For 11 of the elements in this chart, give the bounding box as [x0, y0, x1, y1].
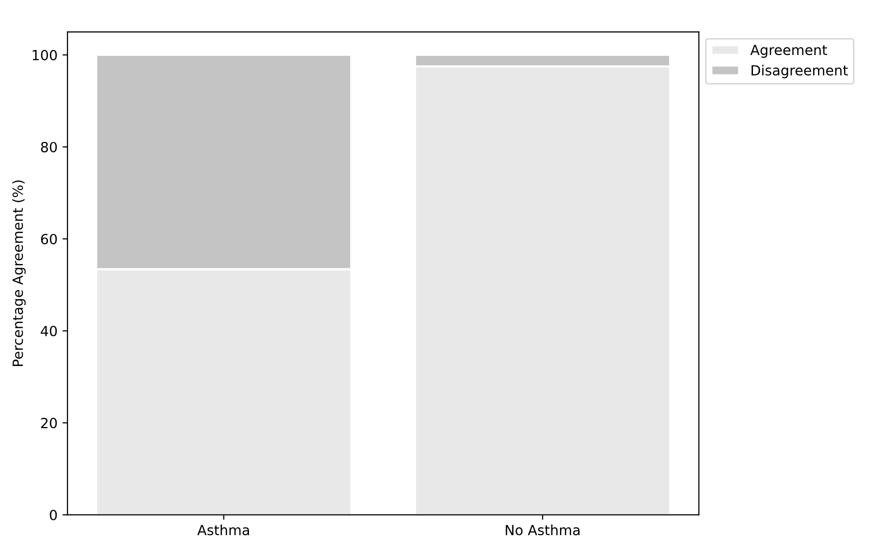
y-tick-label: 20	[41, 418, 57, 428]
y-tick-label: 40	[40, 326, 57, 336]
y-axis-title: Percentage Agreement (%)	[12, 180, 26, 366]
y-tick-label: 0	[50, 510, 57, 520]
x-tick-label: Asthma	[197, 524, 249, 536]
y-tick-label: 60	[41, 234, 57, 244]
legend-label: Disagreement	[752, 64, 848, 78]
y-tick-label: 100	[32, 50, 57, 60]
x-tick-label: No Asthma	[506, 524, 580, 536]
legend-label: Agreement	[750, 44, 828, 58]
y-tick-label: 80	[41, 142, 57, 152]
